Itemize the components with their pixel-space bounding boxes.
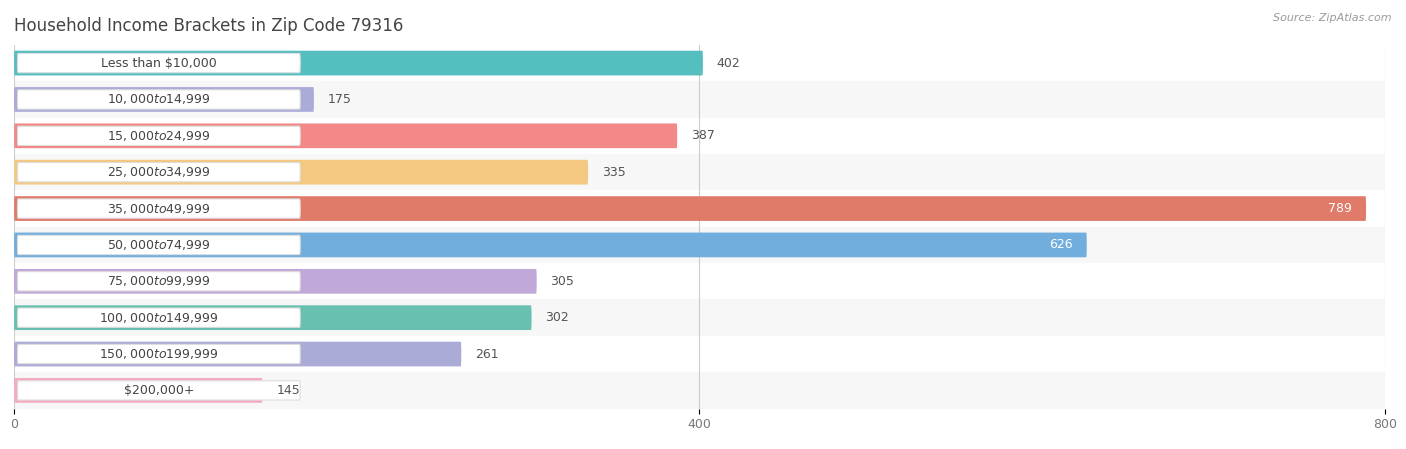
FancyBboxPatch shape	[17, 308, 301, 327]
Text: Source: ZipAtlas.com: Source: ZipAtlas.com	[1274, 13, 1392, 23]
Bar	[14, 81, 1385, 118]
Text: 402: 402	[717, 57, 741, 70]
Bar	[14, 118, 1385, 154]
Text: $15,000 to $24,999: $15,000 to $24,999	[107, 129, 211, 143]
FancyBboxPatch shape	[14, 123, 678, 148]
Text: 261: 261	[475, 348, 499, 361]
Bar	[14, 45, 1385, 81]
FancyBboxPatch shape	[17, 53, 301, 73]
FancyBboxPatch shape	[17, 272, 301, 291]
Text: 145: 145	[276, 384, 299, 397]
FancyBboxPatch shape	[14, 269, 537, 294]
FancyBboxPatch shape	[17, 90, 301, 109]
Text: 789: 789	[1329, 202, 1353, 215]
Text: $150,000 to $199,999: $150,000 to $199,999	[100, 347, 218, 361]
Text: Less than $10,000: Less than $10,000	[101, 57, 217, 70]
Bar	[14, 154, 1385, 190]
Text: $35,000 to $49,999: $35,000 to $49,999	[107, 202, 211, 216]
FancyBboxPatch shape	[14, 160, 588, 185]
FancyBboxPatch shape	[17, 163, 301, 182]
Text: $75,000 to $99,999: $75,000 to $99,999	[107, 274, 211, 288]
FancyBboxPatch shape	[14, 196, 1367, 221]
Text: $50,000 to $74,999: $50,000 to $74,999	[107, 238, 211, 252]
FancyBboxPatch shape	[17, 381, 301, 400]
Text: $10,000 to $14,999: $10,000 to $14,999	[107, 92, 211, 106]
Text: 387: 387	[690, 129, 714, 142]
Bar	[14, 227, 1385, 263]
Bar	[14, 336, 1385, 372]
Text: 305: 305	[550, 275, 574, 288]
FancyBboxPatch shape	[14, 233, 1087, 257]
Text: $100,000 to $149,999: $100,000 to $149,999	[100, 311, 218, 325]
Text: $25,000 to $34,999: $25,000 to $34,999	[107, 165, 211, 179]
FancyBboxPatch shape	[17, 199, 301, 218]
FancyBboxPatch shape	[14, 378, 263, 403]
FancyBboxPatch shape	[14, 305, 531, 330]
Bar	[14, 263, 1385, 299]
FancyBboxPatch shape	[14, 87, 314, 112]
Text: 626: 626	[1049, 238, 1073, 251]
FancyBboxPatch shape	[17, 235, 301, 255]
Text: 175: 175	[328, 93, 352, 106]
Text: $200,000+: $200,000+	[124, 384, 194, 397]
FancyBboxPatch shape	[14, 51, 703, 75]
Bar	[14, 299, 1385, 336]
Bar	[14, 190, 1385, 227]
Text: 302: 302	[546, 311, 569, 324]
Text: 335: 335	[602, 166, 626, 179]
Text: Household Income Brackets in Zip Code 79316: Household Income Brackets in Zip Code 79…	[14, 17, 404, 35]
FancyBboxPatch shape	[14, 342, 461, 366]
FancyBboxPatch shape	[17, 126, 301, 145]
FancyBboxPatch shape	[17, 344, 301, 364]
Bar	[14, 372, 1385, 409]
